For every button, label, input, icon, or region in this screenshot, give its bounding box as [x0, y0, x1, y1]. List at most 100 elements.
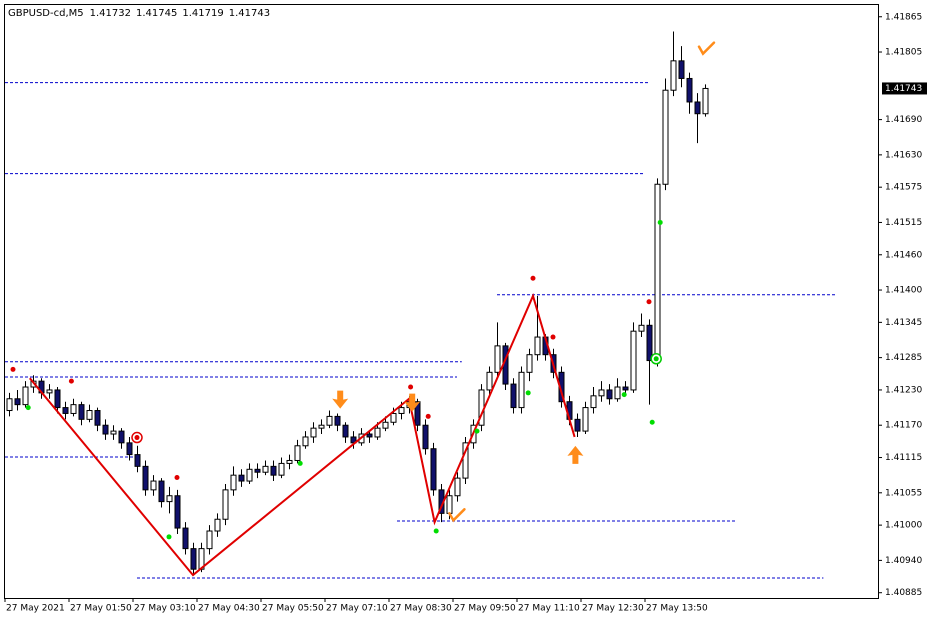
y-tick-label: 1.41865 [885, 12, 922, 22]
buy-dot [474, 428, 480, 434]
candle-body [46, 389, 53, 394]
candle-body [630, 330, 637, 391]
chart-header: GBPUSD-cd,M5 1.41732 1.41745 1.41719 1.41743 [8, 8, 270, 19]
candle-body [614, 386, 621, 400]
buy-dot [525, 390, 531, 396]
candle-body [6, 398, 13, 412]
candle-body [454, 477, 461, 497]
buy-dot [621, 392, 627, 398]
candle-body [430, 448, 437, 491]
candle-body [182, 527, 189, 550]
zigzag-line [29, 292, 576, 577]
ohlc-low: 1.41719 [182, 8, 223, 19]
y-tick-label: 1.41515 [885, 218, 922, 228]
sell-dot [646, 299, 652, 305]
candle-body [462, 442, 469, 479]
candle-body [646, 324, 653, 362]
ohlc-close: 1.41743 [229, 8, 270, 19]
candle-body [582, 407, 589, 432]
buy-dot [657, 219, 663, 225]
candle-body [126, 442, 133, 456]
x-tick-label: 27 May 2021 [6, 604, 65, 614]
candle-body [70, 404, 77, 414]
candle-body [206, 530, 213, 550]
buy-dot [166, 534, 172, 540]
candle-body [78, 404, 85, 420]
x-tick-label: 27 May 03:10 [134, 604, 196, 614]
candle-body [606, 389, 613, 400]
check-mark [448, 508, 466, 523]
candle-body [310, 427, 317, 438]
candle-body [670, 60, 677, 91]
candle-body [14, 398, 21, 406]
candle-body [262, 465, 269, 473]
candle-body [518, 371, 525, 409]
sell-dot [408, 384, 414, 390]
sell-dot [68, 378, 74, 384]
y-tick-label: 1.41345 [885, 318, 922, 328]
sell-dot [174, 475, 180, 481]
candle-body [366, 433, 373, 438]
candle-body [574, 418, 581, 432]
candle-body [214, 518, 221, 532]
buy-dot [649, 419, 655, 425]
candle-body [102, 424, 109, 435]
x-tick-label: 27 May 12:30 [582, 604, 644, 614]
y-tick-label: 1.41690 [885, 115, 922, 125]
candle-body [534, 336, 541, 356]
candle-body [422, 424, 429, 450]
candle-body [54, 389, 61, 409]
candle-body [326, 415, 333, 426]
candle-body [342, 424, 349, 438]
candle-body [694, 101, 701, 115]
sell-arrow [332, 390, 349, 409]
sell-dot [530, 275, 536, 281]
candle-body [590, 395, 597, 409]
candle-body [150, 480, 157, 491]
y-tick-label: 1.41400 [885, 286, 922, 296]
signal-ring-center [134, 435, 140, 441]
current-price-label: 1.41743 [885, 84, 922, 94]
check-mark [697, 41, 716, 56]
candle-body [598, 389, 605, 397]
candle-body [222, 489, 229, 520]
symbol: GBPUSD-cd,M5 [8, 8, 84, 19]
candle-body [238, 474, 245, 482]
candle-body [166, 495, 173, 503]
candle-body [678, 60, 685, 79]
current-price-box [882, 82, 927, 95]
candle-body [382, 421, 389, 429]
y-tick-label: 1.41460 [885, 250, 922, 260]
buy-dot [297, 460, 303, 466]
candle-body [318, 424, 325, 429]
y-tick-label: 1.41630 [885, 150, 922, 160]
candle-body [286, 459, 293, 464]
buy-dot [433, 528, 439, 534]
candle-body [398, 407, 405, 414]
y-tick-label: 1.41805 [885, 48, 922, 58]
sell-dot [10, 366, 16, 372]
candle-body [494, 345, 501, 373]
x-tick-label: 27 May 04:30 [198, 604, 260, 614]
ohlc-open: 1.41732 [90, 8, 131, 19]
candle-body [142, 465, 149, 491]
candle-body [94, 410, 101, 426]
x-tick-label: 27 May 07:10 [326, 604, 388, 614]
ohlc-high: 1.41745 [136, 8, 177, 19]
candle-body [622, 386, 629, 391]
candle-body [374, 427, 381, 438]
y-tick-label: 1.41230 [885, 385, 922, 395]
y-tick-label: 1.41170 [885, 421, 922, 431]
y-tick-label: 1.41055 [885, 488, 922, 498]
candle-body [110, 430, 117, 435]
candle-body [174, 495, 181, 529]
candle-body [302, 436, 309, 447]
candle-body [246, 468, 253, 482]
candle-body [414, 401, 421, 426]
x-tick-label: 27 May 11:10 [518, 604, 580, 614]
candle-body [702, 87, 709, 115]
sell-arrow [404, 393, 421, 412]
candle-body [294, 445, 301, 461]
y-tick-label: 1.40885 [885, 588, 922, 598]
